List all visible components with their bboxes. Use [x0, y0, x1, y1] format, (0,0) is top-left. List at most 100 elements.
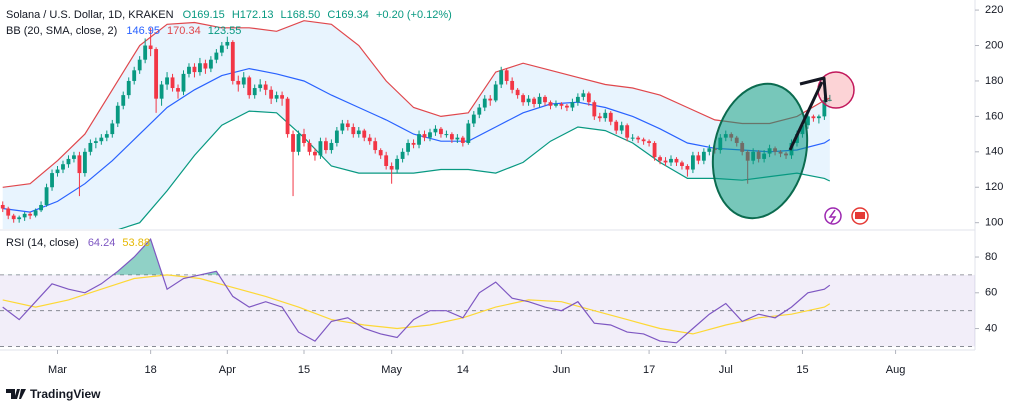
- candle-body: [685, 165, 690, 170]
- candle-body: [636, 137, 641, 140]
- candle-body: [203, 63, 208, 69]
- bb-fill: [2, 20, 830, 229]
- candle-body: [307, 142, 312, 152]
- candle-body: [460, 137, 465, 143]
- candle-body: [575, 96, 580, 103]
- candle-body: [165, 77, 169, 85]
- open-label: O169.15: [183, 9, 225, 21]
- candle-body: [384, 155, 389, 166]
- candle-body: [351, 127, 356, 135]
- candle-body: [652, 142, 657, 158]
- candle-body: [597, 116, 602, 119]
- candle-body: [367, 137, 372, 142]
- candle-body: [647, 141, 652, 143]
- candle-body: [82, 151, 87, 174]
- candle-body: [110, 123, 115, 135]
- candle-body: [225, 41, 230, 46]
- arrow-head: [799, 76, 828, 103]
- candle-body: [449, 134, 454, 140]
- candle-body: [192, 66, 197, 73]
- x-tick-label: 15: [796, 364, 808, 376]
- rsi-value: 64.24: [88, 237, 116, 249]
- candle-body: [132, 70, 137, 81]
- candle-body: [198, 63, 202, 73]
- candle-body: [466, 123, 471, 143]
- candle-body: [811, 116, 816, 119]
- candle-body: [603, 112, 608, 119]
- candle-body: [378, 150, 383, 156]
- candle-body: [608, 112, 613, 122]
- candle-body: [411, 142, 416, 145]
- lightning-icon[interactable]: [824, 207, 842, 225]
- candle-body: [630, 137, 635, 139]
- event-icons: [824, 207, 869, 225]
- candle-body: [690, 155, 695, 170]
- candle-body: [696, 155, 701, 161]
- y-tick-label: 100: [985, 217, 1003, 229]
- candle-body: [93, 141, 98, 143]
- candle-body: [488, 98, 493, 101]
- candle-body: [389, 165, 394, 170]
- candle-body: [515, 89, 520, 96]
- candle-body: [334, 130, 339, 143]
- bb-label: BB (20, SMA, close, 2): [6, 25, 117, 37]
- x-tick-label: Mar: [48, 364, 67, 376]
- candle-body: [187, 66, 191, 74]
- x-tick-label: 17: [643, 364, 655, 376]
- rsi-ma-value: 53.88: [122, 237, 150, 249]
- high-label: H172.13: [232, 9, 274, 21]
- candle-body: [44, 187, 49, 205]
- candle-body: [493, 84, 498, 101]
- candle-body: [362, 130, 367, 138]
- candle-body: [296, 134, 301, 152]
- candle-body: [214, 52, 219, 60]
- candle-body: [154, 49, 159, 99]
- candle-body: [428, 132, 432, 138]
- candle-body: [252, 88, 257, 96]
- candle-body: [0, 204, 5, 209]
- candle-body: [313, 151, 317, 156]
- candle-body: [22, 213, 27, 218]
- candle-body: [400, 151, 405, 159]
- candle-body: [6, 208, 11, 216]
- candle-body: [170, 77, 175, 89]
- candle-body: [230, 41, 235, 81]
- candle-body: [77, 155, 82, 174]
- candle-body: [148, 45, 153, 50]
- candle-body: [417, 134, 421, 145]
- candle-body: [406, 142, 410, 152]
- candle-body: [521, 95, 526, 103]
- candle-body: [159, 84, 164, 99]
- rsi-ma-line: [2, 274, 831, 335]
- rsi-line: [2, 238, 831, 344]
- arrow-line: [788, 81, 824, 151]
- candle-body: [11, 215, 16, 220]
- y-tick-label: 120: [985, 181, 1003, 193]
- candle-body: [137, 59, 142, 71]
- candle-body: [554, 103, 558, 106]
- bb-lower-value: 123.55: [208, 25, 242, 37]
- candle-body: [263, 84, 268, 90]
- x-tick-label: May: [381, 364, 402, 376]
- candle-body: [247, 77, 252, 96]
- candle-body: [504, 70, 509, 81]
- candle-body: [559, 103, 564, 106]
- x-tick-label: Apr: [219, 364, 236, 376]
- candle-body: [532, 98, 536, 104]
- bb-legend: BB (20, SMA, close, 2) 146.95 170.34 123…: [6, 25, 241, 37]
- candle-body: [208, 59, 213, 69]
- x-tick-label: Jul: [719, 364, 733, 376]
- candle-body: [356, 130, 361, 135]
- candle-body: [581, 93, 586, 97]
- candle-body: [537, 96, 542, 104]
- candle-body: [88, 142, 93, 152]
- candle-body: [526, 98, 531, 103]
- candle-body: [614, 121, 619, 131]
- candle-body: [340, 123, 345, 131]
- candle-body: [641, 139, 646, 142]
- bb-lower-line: [118, 110, 831, 229]
- candle-body: [510, 80, 515, 90]
- candle-body: [143, 45, 148, 60]
- candle-body: [658, 157, 662, 161]
- axes: 100 120 140 160 180 200 220 Mar 18 Apr 15 May 14 Jun 1…: [48, 4, 1003, 376]
